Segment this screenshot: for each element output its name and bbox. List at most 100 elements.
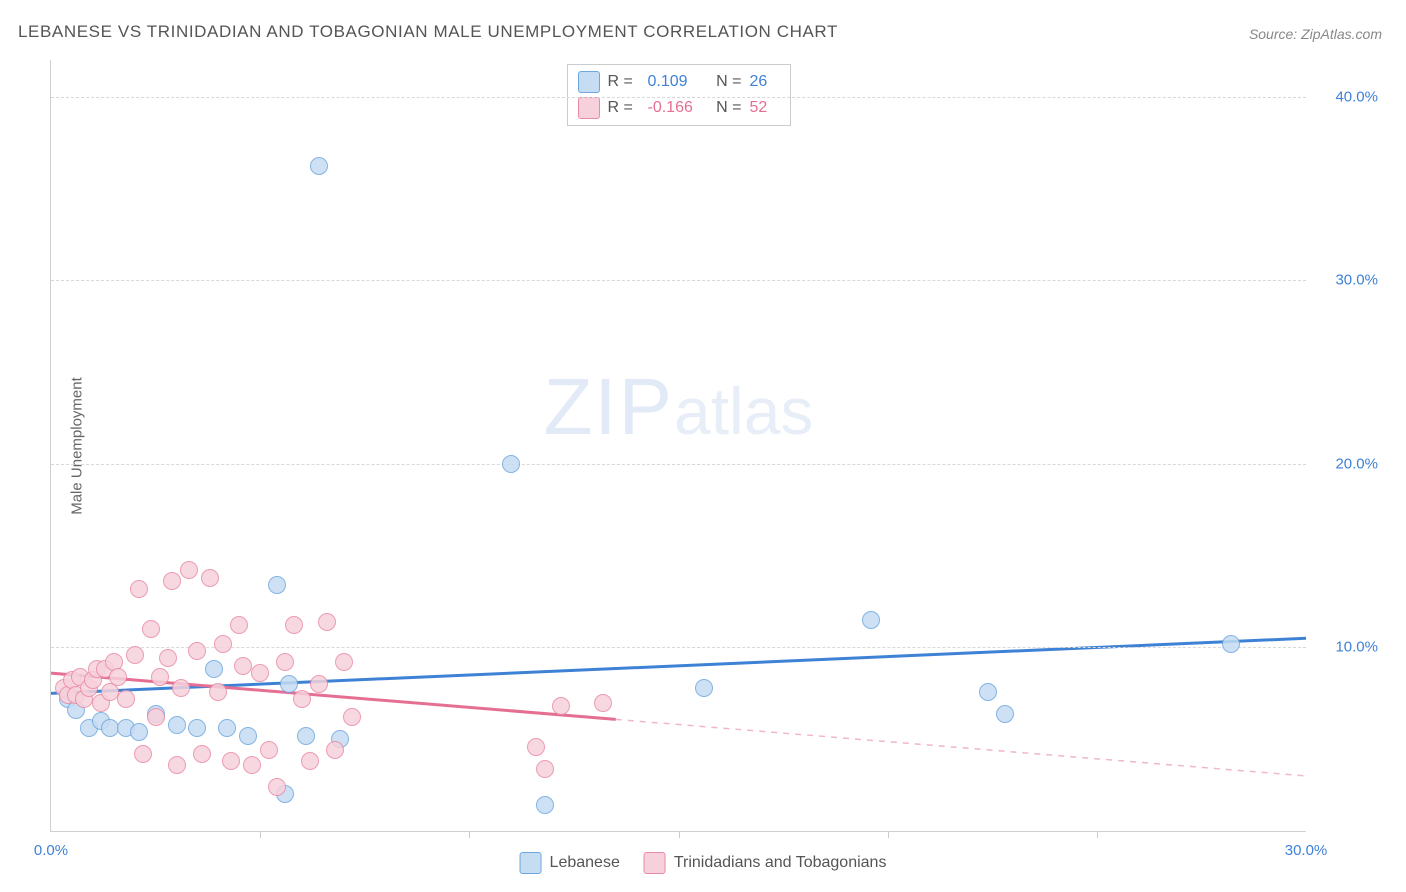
scatter-point [209,683,227,701]
legend-label: Trinidadians and Tobagonians [674,854,887,872]
scatter-point [126,646,144,664]
scatter-point [285,616,303,634]
plot-area: ZIPatlas R =0.109N =26R =-0.166N =52 10.… [50,60,1306,832]
scatter-point [180,561,198,579]
scatter-point [268,576,286,594]
scatter-point [243,756,261,774]
rn-legend-row: R = -0.166 N = 52 [578,95,780,121]
y-tick-label: 20.0% [1318,455,1378,472]
x-tick-minor [1097,831,1098,838]
scatter-point [188,642,206,660]
r-label: R = [608,73,640,91]
trend-line-dashed [616,719,1306,776]
scatter-point [134,745,152,763]
scatter-point [268,778,286,796]
scatter-point [996,705,1014,723]
scatter-point [251,664,269,682]
scatter-point [168,716,186,734]
scatter-point [188,719,206,737]
scatter-point [280,675,298,693]
scatter-point [552,697,570,715]
watermark-atlas: atlas [674,374,813,448]
scatter-point [201,569,219,587]
watermark: ZIPatlas [544,361,814,453]
rn-legend-row: R = 0.109 N = 26 [578,69,780,95]
trend-line [51,673,616,719]
scatter-point [527,738,545,756]
r-label: R = [608,99,640,117]
x-tick-minor [888,831,889,838]
scatter-point [536,760,554,778]
scatter-point [297,727,315,745]
scatter-point [130,580,148,598]
bottom-legend: Lebanese Trinidadians and Tobagonians [520,852,887,874]
scatter-point [979,683,997,701]
scatter-point [193,745,211,763]
scatter-point [222,752,240,770]
n-value: 52 [750,99,780,117]
scatter-point [168,756,186,774]
scatter-point [163,572,181,590]
legend-item: Trinidadians and Tobagonians [644,852,887,874]
scatter-point [260,741,278,759]
legend-swatch [578,71,600,93]
scatter-point [172,679,190,697]
legend-swatch [520,852,542,874]
scatter-point [239,727,257,745]
scatter-point [310,157,328,175]
scatter-point [159,649,177,667]
scatter-point [326,741,344,759]
source-attribution: Source: ZipAtlas.com [1249,26,1382,42]
gridline [51,97,1306,98]
rn-legend-box: R = 0.109 N = 26 R = -0.166 N = 52 [567,64,791,126]
x-tick-label: 30.0% [1285,842,1328,859]
y-tick-label: 30.0% [1318,272,1378,289]
scatter-point [293,690,311,708]
scatter-point [301,752,319,770]
legend-item: Lebanese [520,852,620,874]
x-tick-label: 0.0% [34,842,68,859]
scatter-point [117,690,135,708]
n-value: 26 [750,73,780,91]
scatter-point [310,675,328,693]
scatter-point [109,668,127,686]
x-tick-minor [260,831,261,838]
scatter-point [205,660,223,678]
scatter-point [536,796,554,814]
scatter-point [502,455,520,473]
scatter-point [335,653,353,671]
scatter-point [343,708,361,726]
scatter-point [218,719,236,737]
legend-swatch [578,97,600,119]
n-label: N = [712,99,742,117]
scatter-point [130,723,148,741]
legend-swatch [644,852,666,874]
gridline [51,647,1306,648]
scatter-point [695,679,713,697]
scatter-point [230,616,248,634]
scatter-point [276,653,294,671]
trend-lines-layer [51,60,1306,831]
legend-label: Lebanese [550,854,620,872]
r-value: -0.166 [648,99,704,117]
r-value: 0.109 [648,73,704,91]
y-tick-label: 40.0% [1318,88,1378,105]
gridline [51,280,1306,281]
scatter-point [318,613,336,631]
y-tick-label: 10.0% [1318,639,1378,656]
scatter-point [101,719,119,737]
chart-title: LEBANESE VS TRINIDADIAN AND TOBAGONIAN M… [18,22,838,42]
x-tick-minor [469,831,470,838]
scatter-point [862,611,880,629]
scatter-point [594,694,612,712]
watermark-zip: ZIP [544,362,674,451]
scatter-point [142,620,160,638]
scatter-point [234,657,252,675]
scatter-point [214,635,232,653]
scatter-point [1222,635,1240,653]
n-label: N = [712,73,742,91]
scatter-point [151,668,169,686]
scatter-point [147,708,165,726]
gridline [51,464,1306,465]
x-tick-minor [679,831,680,838]
